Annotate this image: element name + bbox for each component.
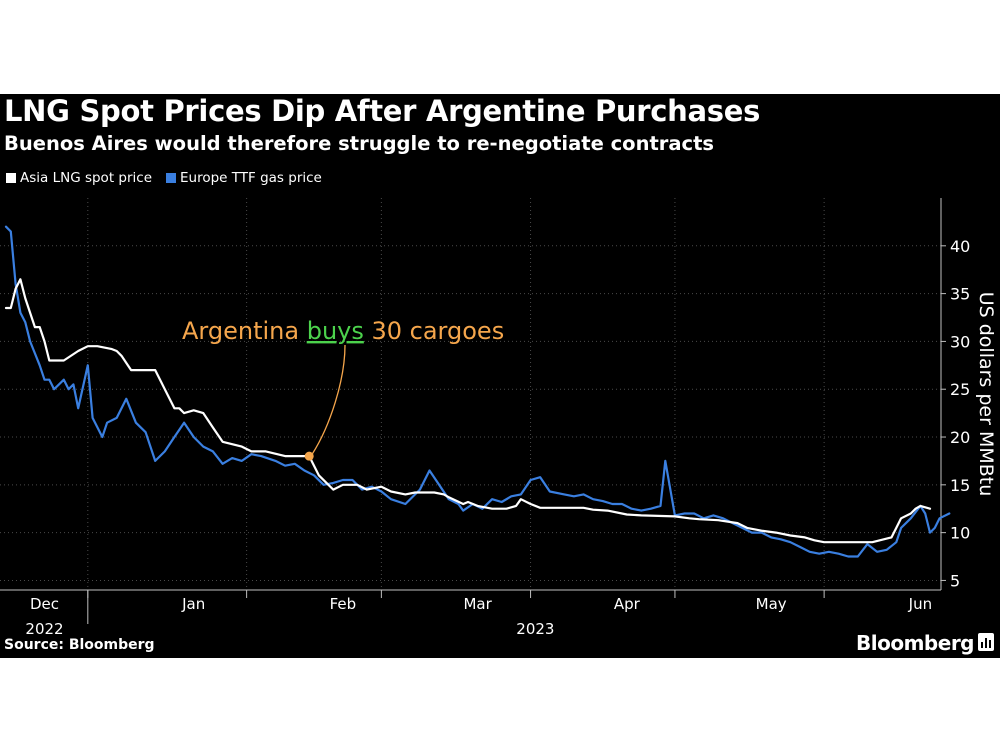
chart-panel xyxy=(0,94,1000,658)
annotation-label: Argentina buys 30 cargoes xyxy=(182,317,504,345)
legend-label-europe: Europe TTF gas price xyxy=(180,170,322,186)
chart-title: LNG Spot Prices Dip After Argentine Purc… xyxy=(4,94,761,128)
annotation-text-before: Argentina xyxy=(182,317,307,345)
y-axis-label: US dollars per MMBtu xyxy=(975,292,997,497)
legend-item-asia: Asia LNG spot price xyxy=(6,170,152,186)
x-year-label-2023: 2023 xyxy=(516,620,554,636)
chart-subtitle: Buenos Aires would therefore struggle to… xyxy=(4,132,715,155)
y-tick-label-4: 25 xyxy=(950,380,970,399)
x-tick-label-apr: Apr xyxy=(614,595,641,613)
bloomberg-icon xyxy=(978,633,994,651)
legend-swatch-europe xyxy=(166,173,177,183)
y-tick-label-1: 10 xyxy=(950,524,970,543)
x-tick-label-feb: Feb xyxy=(330,595,357,613)
annotation-text-highlight: buys xyxy=(307,317,364,345)
source-note: Source: Bloomberg xyxy=(4,637,155,653)
x-year-label-2022: 2022 xyxy=(25,620,63,636)
y-tick-label-2: 15 xyxy=(950,476,970,495)
y-tick-label-6: 35 xyxy=(950,285,970,304)
y-tick-label-3: 20 xyxy=(950,428,970,447)
y-tick-label-7: 40 xyxy=(950,237,970,256)
legend: Asia LNG spot price Europe TTF gas price xyxy=(6,170,336,186)
line-chart: 5 10 15 20 25 30 35 40 US dollars per MMBtu Dec Ja… xyxy=(0,198,997,636)
series-line-europe xyxy=(4,225,951,558)
x-tick-label-jan: Jan xyxy=(181,595,205,613)
legend-item-europe: Europe TTF gas price xyxy=(166,170,322,186)
y-tick-label-0: 5 xyxy=(950,571,960,590)
annotation-connector xyxy=(311,344,346,455)
annotation-marker xyxy=(304,451,314,461)
annotation-text-after: 30 cargoes xyxy=(364,317,504,345)
x-tick-label-dec: Dec xyxy=(30,595,59,613)
series-line-asia xyxy=(4,278,932,544)
x-tick-label-may: May xyxy=(756,595,787,613)
legend-swatch-asia xyxy=(6,173,16,183)
x-tick-label-mar: Mar xyxy=(463,595,492,613)
legend-label-asia: Asia LNG spot price xyxy=(20,170,153,186)
bloomberg-logo: Bloomberg xyxy=(856,631,974,655)
y-tick-label-5: 30 xyxy=(950,332,970,351)
x-tick-label-jun: Jun xyxy=(908,595,932,613)
